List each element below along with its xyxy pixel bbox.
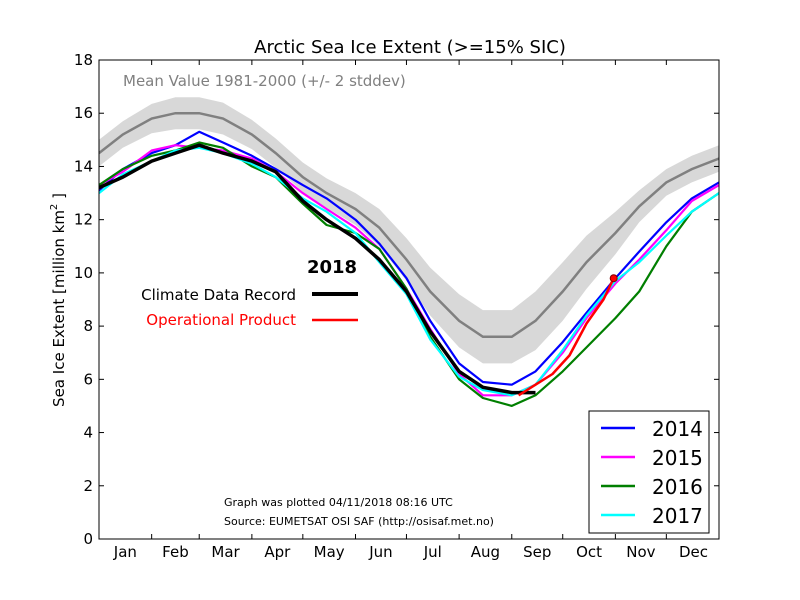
- legend-label-2017: 2017: [652, 504, 703, 528]
- x-tick-label: Nov: [626, 543, 655, 561]
- y-axis-label-main: Sea Ice Extent [million km: [50, 210, 68, 407]
- x-tick-label: Mar: [211, 543, 240, 561]
- x-tick-label: Feb: [162, 543, 189, 561]
- series-line-2018-cdr: [99, 143, 536, 395]
- legend-label-2014: 2014: [652, 417, 703, 441]
- x-tick-label: May: [314, 543, 345, 561]
- y-tick-label: 14: [74, 157, 93, 175]
- x-tick-label: Sep: [523, 543, 551, 561]
- plot-area: 0 2 4 6 8 10 12 14 16 18 Jan Feb Mar Apr May Jun Jul Aug S…: [74, 51, 720, 561]
- y-tick-label: 10: [74, 264, 93, 282]
- x-tick-label: Jul: [423, 543, 442, 561]
- mean-line: [99, 111, 719, 339]
- y-axis-label-end: ]: [50, 193, 68, 204]
- y-tick-label: 0: [83, 530, 93, 548]
- plot-frame: [98, 59, 720, 540]
- y-tick-label: 8: [83, 317, 93, 335]
- legend-label-2015: 2015: [652, 446, 703, 470]
- x-tick-label: Jan: [113, 543, 137, 561]
- legend-label-2016: 2016: [652, 475, 703, 499]
- chart-title: Arctic Sea Ice Extent (>=15% SIC): [254, 37, 566, 58]
- y-tick-label: 4: [83, 424, 93, 442]
- y-tick-label: 2: [83, 477, 93, 495]
- y-tick-label: 6: [83, 370, 93, 388]
- y-tick-label: 18: [74, 51, 93, 69]
- mean-stddev-band: [99, 97, 719, 364]
- legend-cdr-label: Climate Data Record: [141, 286, 296, 304]
- y-tick-label: 16: [74, 104, 93, 122]
- legend-op-label: Operational Product: [146, 311, 296, 329]
- legend-years: 2014 2015 2016 2017: [588, 410, 710, 534]
- legend-2018: 2018 Climate Data Record Operational Pro…: [141, 257, 358, 329]
- legend-years-box: [588, 410, 710, 534]
- operational-latest-point: [609, 274, 618, 283]
- series-line-2018-operational: [517, 277, 615, 397]
- x-tick-label: Dec: [679, 543, 708, 561]
- x-tick-label: Apr: [264, 543, 291, 561]
- x-tick-label: Oct: [576, 543, 602, 561]
- y-axis-label-sup: 2: [49, 204, 60, 210]
- mean-label: Mean Value 1981-2000 (+/- 2 stddev): [123, 72, 406, 90]
- x-tick-label: Aug: [471, 543, 500, 561]
- y-axis-label: Sea Ice Extent [million km2 ]: [49, 193, 68, 407]
- x-tick-label: Jun: [368, 543, 392, 561]
- annotation-plotted: Graph was plotted 04/11/2018 08:16 UTC: [224, 496, 453, 509]
- y-tick-label: 12: [74, 211, 93, 229]
- annotation-source: Source: EUMETSAT OSI SAF (http://osisaf.…: [224, 515, 494, 528]
- legend-2018-title: 2018: [307, 257, 357, 278]
